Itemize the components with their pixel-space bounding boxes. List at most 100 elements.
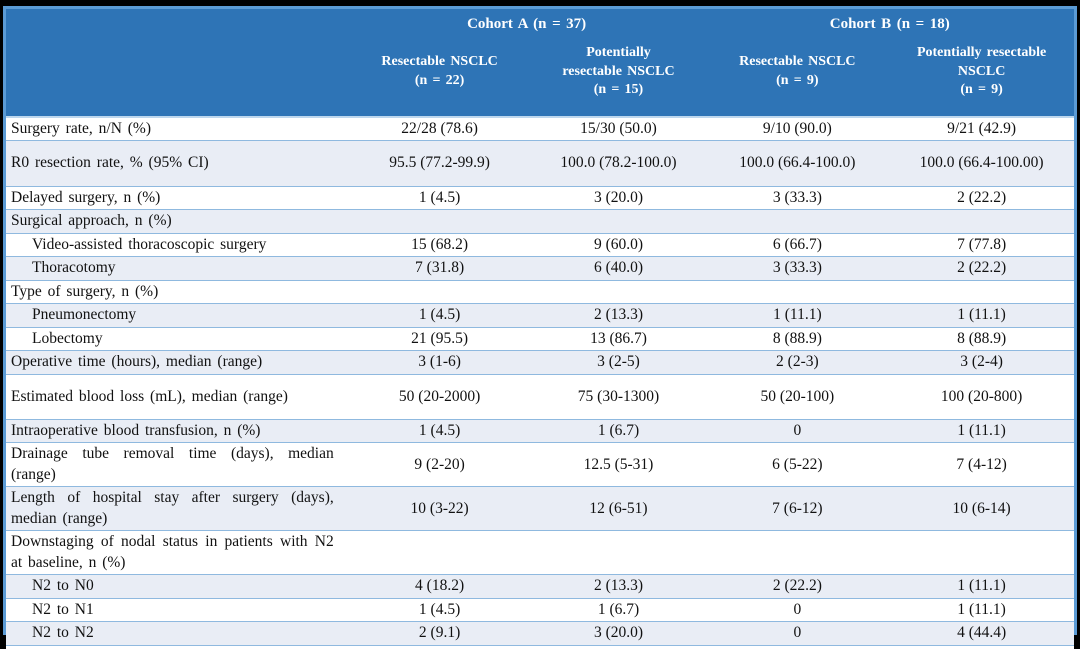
- cell-value: 1 (11.1): [773, 306, 822, 324]
- cell-value: 7 (77.8): [957, 235, 1007, 253]
- row-label: Operative time (hours), median (range): [11, 353, 263, 371]
- row-label: Surgical complications, n (%): [6, 645, 348, 649]
- cell-value: [706, 280, 890, 303]
- row-label: Surgical approach, n (%): [11, 212, 172, 230]
- cell-value: 2 (22.2): [957, 259, 1007, 277]
- row-label: Downstaging of nodal status in patients …: [11, 533, 334, 571]
- cell-value: [348, 531, 532, 575]
- cohort-header-row: Cohort A (n = 37) Cohort B (n = 18): [6, 9, 1074, 36]
- cell-value: 50 (20-100): [760, 387, 835, 405]
- surgery-outcomes-table-frame: Cohort A (n = 37) Cohort B (n = 18) Rese…: [3, 6, 1077, 649]
- cell-value: 8 (88.9): [957, 329, 1007, 347]
- table-row: Thoracotomy 7 (31.8) 6 (40.0) 3 (33.3) 2 (22…: [6, 256, 1074, 281]
- table-row: Lobectomy 21 (95.5) 13 (86.7) 8 (88.9) 8 (88…: [6, 327, 1074, 351]
- table-row: Video-assisted thoracoscopic surgery 15 (…: [6, 233, 1074, 257]
- cell-value: [706, 531, 890, 575]
- cell-value: 100.0 (78.2-100.0): [560, 154, 677, 172]
- table-row: N2 to N0 4 (18.2) 2 (13.3) 2 (22.2) 1 (11.1): [6, 574, 1074, 599]
- row-label: Surgery rate, n/N (%): [11, 120, 152, 137]
- cell-value: 7 (31.8): [415, 259, 465, 277]
- col-header-potentially-resectable-b: Potentially resectable NSCLC (n = 9): [889, 36, 1074, 118]
- row-label: Estimated blood loss (mL), median (range…: [11, 387, 288, 405]
- cell-value: 7 (6-12): [772, 499, 823, 517]
- cell-value: [348, 210, 532, 233]
- cell-value: 3 (20.0): [593, 624, 644, 642]
- cell-value: [531, 280, 705, 303]
- cell-value: 15 (68.2): [411, 235, 468, 253]
- table-row: Delayed surgery, n (%) 1 (4.5) 3 (20.0) 3 (…: [6, 186, 1074, 210]
- row-label: N2 to N1: [32, 600, 94, 618]
- cell-value: 75 (30-1300): [577, 387, 660, 405]
- cell-value: 2 (22.2): [772, 577, 822, 595]
- cell-value: [531, 210, 705, 233]
- cell-value: 1 (11.1): [957, 577, 1006, 595]
- cell-value: 6 (5-22): [772, 455, 823, 473]
- cell-value: 9/21 (42.9): [947, 120, 1017, 137]
- row-label: Delayed surgery, n (%): [11, 188, 161, 206]
- row-label: N2 to N2: [32, 624, 94, 642]
- table-row: Type of surgery, n (%): [6, 280, 1074, 304]
- cell-value: 0: [889, 645, 1074, 649]
- cohort-b-header: Cohort B (n = 18): [705, 9, 1074, 36]
- cell-value: 0: [793, 600, 802, 618]
- cell-value: 6 (40.0): [593, 259, 644, 277]
- cell-value: 9 (2-20): [414, 455, 465, 473]
- surgery-outcomes-table: Cohort A (n = 37) Cohort B (n = 18) Rese…: [6, 9, 1074, 649]
- cell-value: 6 (66.7): [772, 235, 822, 253]
- cell-value: [889, 280, 1074, 303]
- cell-value: 3 (33.3): [772, 188, 822, 206]
- cell-value: 4 (44.4): [957, 624, 1007, 642]
- cell-value: 0: [706, 645, 890, 649]
- row-label: Type of surgery, n (%): [11, 282, 159, 300]
- row-label: Length of hospital stay after surgery (d…: [11, 489, 334, 527]
- cell-value: 0: [793, 624, 802, 642]
- cell-value: [889, 531, 1074, 575]
- cell-value: 100.0 (66.4-100.00): [919, 154, 1044, 172]
- table-row: N2 to N1 1 (4.5) 1 (6.7) 0 1 (11.1): [6, 598, 1074, 622]
- table-row: Pneumonectomy 1 (4.5) 2 (13.3) 1 (11.1) 1 (1…: [6, 303, 1074, 328]
- cell-value: 13 (86.7): [590, 329, 647, 347]
- cell-value: 1 (4.5): [418, 421, 461, 439]
- cell-value: 95.5 (77.2-99.9): [389, 154, 490, 172]
- table-row: Surgical approach, n (%): [6, 209, 1074, 234]
- cell-value: 3 (33.3): [772, 259, 822, 277]
- cell-value: 1 (4.5): [418, 188, 461, 206]
- cell-value: 15/30 (50.0): [580, 120, 657, 137]
- cell-value: 1 (6.7): [597, 600, 640, 618]
- cell-value: 3 (20.0): [593, 188, 644, 206]
- cell-value: 1 (11.1): [957, 600, 1006, 618]
- cell-value: 9/10 (90.0): [762, 120, 832, 137]
- row-label: Lobectomy: [32, 329, 103, 347]
- table-row: Downstaging of nodal status in patients …: [6, 530, 1074, 575]
- cell-value: 3 (2-4): [960, 353, 1003, 371]
- table-row: Surgical complications, n (%)1 (4.5)3 (2…: [6, 645, 1074, 649]
- cell-value: 100 (20-800): [940, 387, 1023, 405]
- table-row: Length of hospital stay after surgery (d…: [6, 486, 1074, 531]
- row-label: Pneumonectomy: [32, 306, 137, 324]
- col-header-resectable-b: Resectable NSCLC (n = 9): [705, 36, 890, 118]
- row-label: Intraoperative blood transfusion, n (%): [11, 421, 261, 439]
- row-label: Thoracotomy: [32, 259, 116, 277]
- cell-value: 4 (18.2): [415, 577, 465, 595]
- cell-value: 1 (11.1): [957, 421, 1006, 439]
- cell-value: 2 (22.2): [957, 188, 1007, 206]
- table-row: Operative time (hours), median (range) 3 …: [6, 350, 1074, 375]
- cell-value: 2 (9.1): [418, 624, 461, 642]
- cell-value: 1 (4.5): [418, 306, 461, 324]
- col-header-potentially-resectable-a: Potentially resectable NSCLC (n = 15): [531, 36, 706, 118]
- cell-value: 2 (13.3): [593, 577, 644, 595]
- cell-value: 7 (4-12): [956, 455, 1007, 473]
- cell-value: 3 (2-5): [597, 353, 640, 371]
- cell-value: [706, 210, 890, 233]
- corner-cell: [6, 9, 348, 36]
- col-header-resectable-a: Resectable NSCLC (n = 22): [347, 36, 532, 118]
- row-label: Video-assisted thoracoscopic surgery: [32, 235, 267, 253]
- cell-value: 22/28 (78.6): [401, 120, 478, 137]
- cell-value: [889, 210, 1074, 233]
- table-row: R0 resection rate, % (95% CI) 95.5 (77.2-…: [6, 140, 1074, 187]
- subgroup-header-row: Resectable NSCLC (n = 22) Potentially re…: [6, 36, 1074, 118]
- cell-value: 1 (4.5): [348, 645, 532, 649]
- table-row: Intraoperative blood transfusion, n (%) 1…: [6, 419, 1074, 443]
- cell-value: [531, 531, 705, 575]
